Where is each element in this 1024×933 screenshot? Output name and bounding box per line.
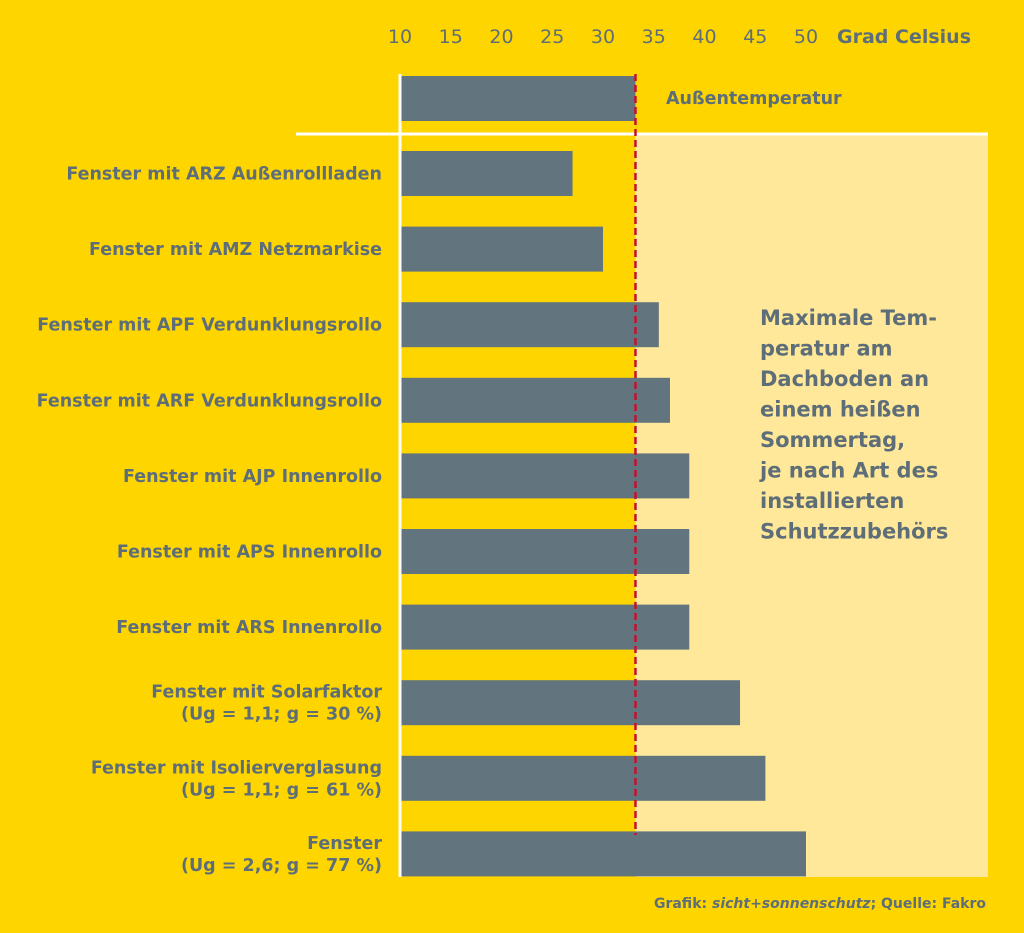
x-tick-label: 20 <box>489 26 513 48</box>
bar <box>400 604 690 650</box>
bar <box>400 226 603 272</box>
category-label: Fenster mit APS Innenrollo <box>117 543 382 563</box>
x-tick-label: 45 <box>743 26 767 48</box>
bar <box>400 151 573 196</box>
category-label: Fenster mit ARZ Außenrollladen <box>66 165 382 185</box>
x-tick-label: 10 <box>388 26 412 48</box>
category-label: Fenster mit ARF Verdunklungsrollo <box>37 391 382 411</box>
reference-label: Außentemperatur <box>666 89 842 109</box>
category-label: Fenster mit ARS Innenrollo <box>116 618 382 638</box>
annotation-line: Schutzzubehörs <box>760 520 948 544</box>
bar <box>400 831 806 877</box>
category-label: (Ug = 1,1; g = 30 %) <box>181 705 382 725</box>
bar <box>400 453 690 499</box>
x-tick-label: 35 <box>642 26 666 48</box>
annotation-line: Dachboden an <box>760 367 929 391</box>
x-unit-label: Grad Celsius <box>837 26 971 48</box>
annotation-line: installierten <box>760 489 904 513</box>
x-tick-label: 50 <box>794 26 818 48</box>
bar <box>400 377 670 423</box>
credit-prefix: Grafik: <box>653 896 712 912</box>
credit-suffix: ; Quelle: Fakro <box>870 896 986 912</box>
bar <box>400 680 741 726</box>
category-label: Fenster <box>307 834 382 854</box>
credit-source: sicht+sonnenschutz <box>711 896 871 912</box>
category-label: (Ug = 2,6; g = 77 %) <box>181 856 382 876</box>
category-label: (Ug = 1,1; g = 61 %) <box>181 780 382 800</box>
annotation-line: Maximale Tem- <box>760 306 937 330</box>
x-tick-label: 25 <box>540 26 564 48</box>
annotation-line: einem heißen <box>760 398 921 422</box>
category-label: Fenster mit Isolierverglasung <box>91 758 382 778</box>
category-label: Fenster mit AMZ Netzmarkise <box>89 240 382 260</box>
x-tick-label: 15 <box>439 26 463 48</box>
bar <box>400 302 659 348</box>
hot-zone-panel <box>635 134 988 877</box>
source-credit: Grafik: sicht+sonnenschutz; Quelle: Fakr… <box>654 896 986 912</box>
x-tick-label: 30 <box>591 26 615 48</box>
annotation-line: je nach Art des <box>759 459 938 483</box>
category-label: Fenster mit Solarfaktor <box>151 683 382 703</box>
bar <box>400 755 766 801</box>
category-label: Fenster mit APF Verdunklungsrollo <box>37 316 382 336</box>
reference-bar <box>400 76 636 121</box>
x-tick-label: 40 <box>692 26 716 48</box>
bar <box>400 529 690 574</box>
annotation-line: Sommertag, <box>760 428 905 452</box>
annotation-line: peratur am <box>760 337 893 361</box>
category-label: Fenster mit AJP Innenrollo <box>123 467 382 487</box>
